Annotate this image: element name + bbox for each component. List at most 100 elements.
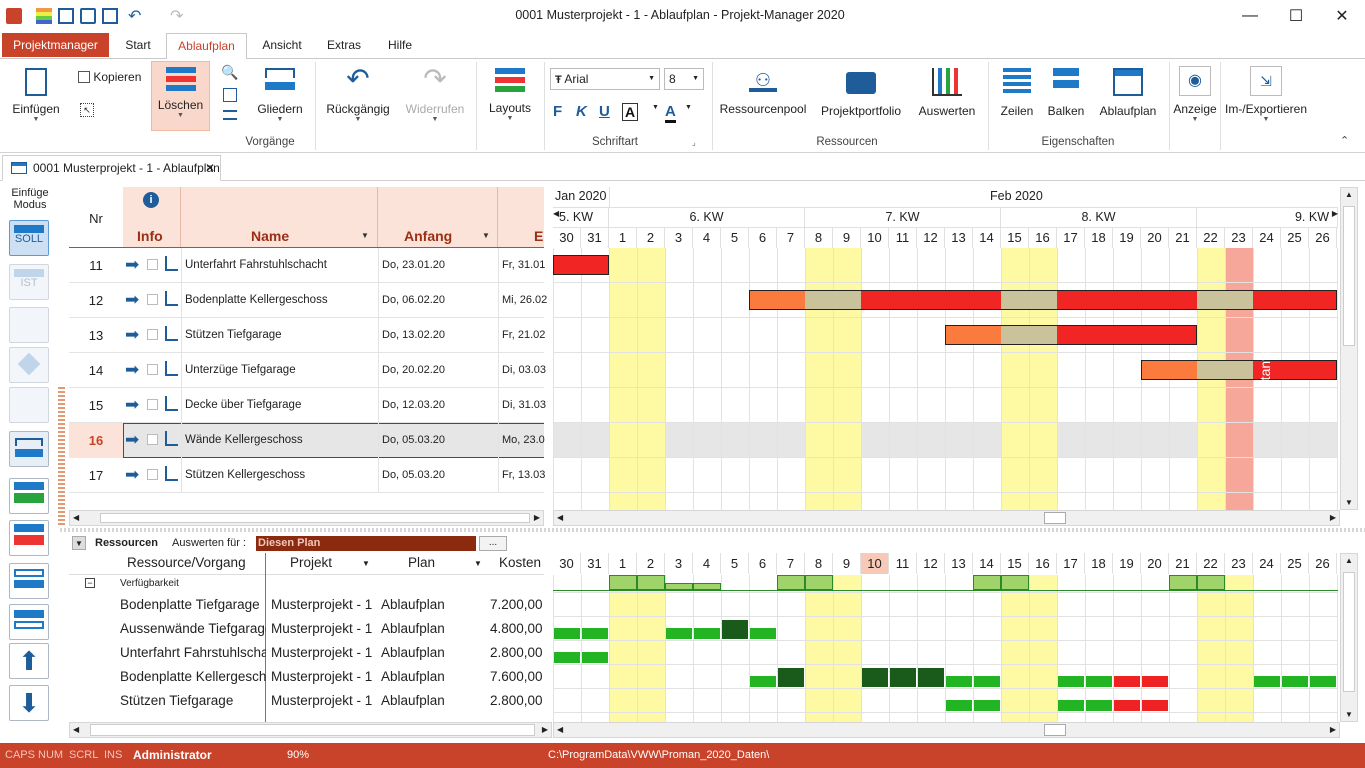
expand-icon[interactable] [223,88,237,102]
anzeige-button[interactable]: ◉ Anzeige ▼ [1172,64,1218,130]
text-frame-button[interactable]: A [622,103,639,121]
font-name-select[interactable]: Ŧ Arial ▼ [550,68,660,90]
dialog-launcher-icon[interactable]: ⌟ [692,138,696,147]
add-row-button[interactable] [9,478,49,514]
font-color-button[interactable]: A [665,103,676,123]
delete-row-button[interactable] [9,520,49,556]
header-projekt[interactable]: Projekt [290,555,333,570]
task-start[interactable]: Do, 06.02.20 [382,294,445,306]
collapse-resources-icon[interactable]: ▼ [72,536,86,550]
row-checkbox[interactable] [147,399,158,410]
header-kosten[interactable]: Kosten [499,555,542,570]
task-start[interactable]: Do, 13.02.20 [382,329,445,341]
row-checkbox[interactable] [147,329,158,340]
task-bar-segment[interactable] [1057,325,1197,345]
print-preview-icon[interactable] [102,8,118,24]
task-bar-segment[interactable] [1197,290,1253,310]
row-checkbox[interactable] [147,469,158,480]
close-button[interactable]: ✕ [1335,8,1349,25]
header-anfang[interactable]: Anfang ▼ [378,187,498,248]
task-start[interactable]: Do, 05.03.20 [382,469,445,481]
kopieren-button[interactable]: Kopieren [78,70,148,90]
task-end[interactable]: Fr, 31.01 [502,259,546,271]
task-name[interactable]: Unterfahrt Fahrstuhlschacht [185,259,327,271]
auswerten-button[interactable]: Auswerten [914,64,980,124]
table-row[interactable]: 17 ➡ Stützen Kellergeschoss Do, 05.03.20 Fr,… [69,458,546,493]
task-bar-segment[interactable] [945,325,1001,345]
text-frame-dropdown[interactable]: ▼ [652,104,659,111]
link-arrow-icon[interactable]: ➡ [125,360,140,379]
print-icon[interactable] [80,8,96,24]
ablaufplan-button[interactable]: Ablaufplan [1094,64,1162,124]
link-arrow-icon[interactable]: ➡ [125,325,140,344]
task-name[interactable]: Stützen Kellergeschoss [185,469,306,481]
task-bar-segment[interactable] [553,255,609,275]
task-start[interactable]: Do, 05.03.20 [382,434,445,446]
milestone-button[interactable] [9,347,49,383]
collapse-ribbon-icon[interactable]: ⌃ [1340,135,1350,147]
color-palette-icon[interactable] [36,8,52,24]
row-checkbox[interactable] [147,259,158,270]
auswerten-more-button[interactable]: ... [479,536,507,551]
projektportfolio-button[interactable]: Projektportfolio [815,64,907,124]
table-row[interactable]: 11 ➡ Unterfahrt Fahrstuhlschacht Do, 23.01.… [69,248,546,283]
resource-histogram[interactable] [553,575,1338,722]
tab-hilfe[interactable]: Hilfe [387,38,412,52]
resource-row[interactable]: Bodenplatte Tiefgarage Musterprojekt - 1 A… [69,593,544,617]
link-arrow-icon[interactable]: ➡ [125,395,140,414]
task-end[interactable]: Fr, 13.03 [502,469,546,481]
text-element-button[interactable] [9,307,49,343]
table-row[interactable]: 16 ➡ Wände Kellergeschoss Do, 05.03.20 Mo, 2… [69,423,545,458]
app-menu-button[interactable]: Projektmanager [2,33,109,57]
table-row[interactable]: 12 ➡ Bodenplatte Kellergeschoss Do, 06.02.2… [69,283,548,318]
einfuegen-button[interactable]: Einfügen ▼ [8,64,64,130]
gliedern-button[interactable]: Gliedern ▼ [252,64,308,130]
layouts-button[interactable]: Layouts ▼ [482,64,538,130]
resource-row[interactable]: Stützen Tiefgarage Musterprojekt - 1 Ablau… [69,689,544,713]
bold-button[interactable]: F [553,103,563,120]
imexport-button[interactable]: ⇲ Im-/Exportieren ▼ [1222,64,1310,130]
italic-button[interactable]: K [576,103,587,120]
header-nr[interactable]: Nr [69,187,123,248]
link-arrow-icon[interactable]: ➡ [125,430,140,449]
widerrufen-button[interactable]: ↷ Widerrufen ▼ [400,64,470,130]
gantt-chart[interactable] [553,248,1338,510]
header-info[interactable]: i Info [123,187,181,248]
zeilen-button[interactable]: Zeilen [994,64,1040,124]
font-color-dropdown[interactable]: ▼ [685,104,692,111]
task-bar-segment[interactable] [1141,360,1197,380]
task-end[interactable]: Mi, 26.02 [502,294,548,306]
collapse-group-icon[interactable]: − [85,578,95,588]
task-bar-segment[interactable] [1001,290,1057,310]
tab-ansicht[interactable]: Ansicht [262,38,302,52]
vertical-splitter[interactable] [58,385,65,525]
horizontal-splitter[interactable] [60,528,1365,532]
redo-icon[interactable]: ↷ [170,8,184,25]
document-tab[interactable]: 0001 Musterprojekt - 1 - Ablaufplan ✕ [2,155,221,181]
task-end[interactable]: Di, 31.03 [502,399,547,411]
task-end[interactable]: Mo, 23.0 [502,434,545,446]
week-scroll-right-icon[interactable]: ▶ [1331,209,1338,218]
week-scroll-left-icon[interactable]: ◀ [553,209,560,218]
task-name[interactable]: Unterzüge Tiefgarage [185,364,296,376]
auswerten-select[interactable]: Diesen Plan [256,536,476,551]
balken-button[interactable]: Balken [1044,64,1088,124]
loeschen-button[interactable]: Löschen ▼ [151,61,210,131]
task-bar-segment[interactable] [1057,290,1197,310]
task-bar-segment[interactable] [805,290,861,310]
task-name[interactable]: Decke über Tiefgarage [185,399,302,411]
underline-button[interactable]: U [599,103,610,120]
ist-button[interactable]: IST [9,264,49,300]
outdent-button[interactable] [9,604,49,640]
tab-start[interactable]: Start [125,38,151,52]
resource-row[interactable]: Unterfahrt Fahrstuhlschacht Musterprojekt… [69,641,544,665]
gantt-vscrollbar[interactable]: ▲ ▼ [1340,187,1358,510]
gantt-hscrollbar[interactable]: ◀ ▶ [553,510,1340,526]
task-end[interactable]: Di, 03.03 [502,364,547,376]
task-name[interactable]: Stützen Tiefgarage [185,329,282,341]
collapse-icon[interactable] [223,110,237,120]
table-row[interactable]: 15 ➡ Decke über Tiefgarage Do, 12.03.20 Di, … [69,388,547,423]
header-ressource[interactable]: Ressource/Vorgang [127,555,246,570]
resources-hscrollbar[interactable]: ◀ ▶ [69,722,552,738]
link-arrow-icon[interactable]: ➡ [125,465,140,484]
